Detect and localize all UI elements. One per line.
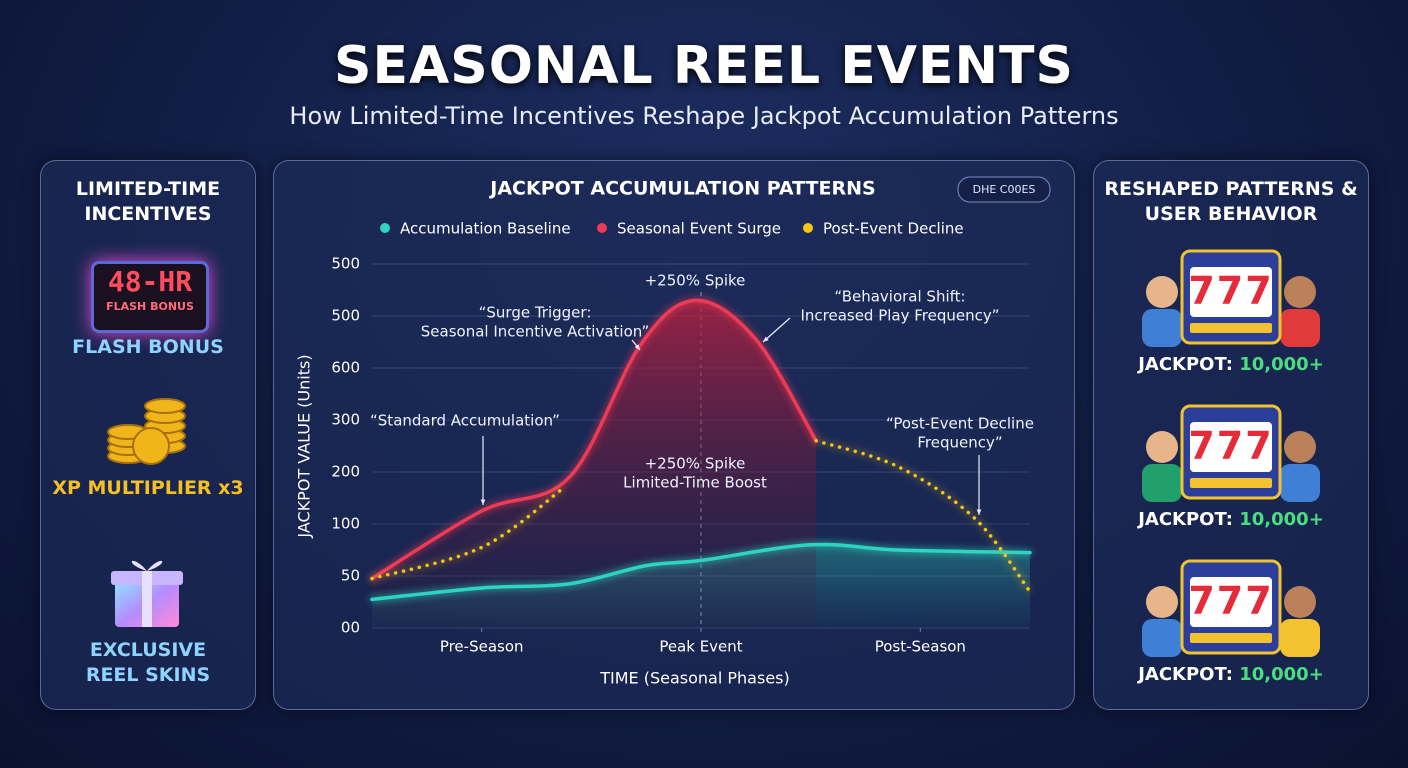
x-tick-label: Pre-Season <box>440 638 524 656</box>
player <box>1146 276 1178 308</box>
annotation: +250% Spike <box>645 455 746 473</box>
jackpot-label: JACKPOT: <box>1138 509 1233 530</box>
x-tick-label: Peak Event <box>659 638 742 656</box>
annotation: Limited-Time Boost <box>623 474 767 492</box>
slot-machine: 777 <box>1142 404 1320 502</box>
jackpot-line: JACKPOT: 10,000+ <box>1094 664 1368 685</box>
jackpot-label: JACKPOT: <box>1138 354 1233 375</box>
behavior-panel: RESHAPED PATTERNS & USER BEHAVIOR 777 JAC… <box>1093 160 1369 710</box>
y-tick-label: 300 <box>331 411 360 429</box>
player <box>1142 619 1182 657</box>
series-line <box>370 298 818 581</box>
player <box>1280 619 1320 657</box>
legend-label: Post-Event Decline <box>823 220 964 238</box>
area-layer <box>372 300 1030 628</box>
coins-icon <box>107 398 186 465</box>
annotation: Seasonal Incentive Activation” <box>421 323 649 341</box>
y-tick-label: 00 <box>341 619 360 637</box>
legend-label: Seasonal Event Surge <box>617 220 781 238</box>
led-text: 48-HR <box>107 265 193 298</box>
player <box>1284 586 1316 618</box>
x-tick-label: Post-Season <box>875 638 966 656</box>
jackpot-line: JACKPOT: 10,000+ <box>1094 509 1368 530</box>
y-tick-label: 200 <box>331 463 360 481</box>
reel-symbols: 777 <box>1188 579 1273 623</box>
annotation: Increased Play Frequency” <box>800 307 999 325</box>
machine-buttons <box>1190 323 1272 333</box>
led-subtext: FLASH BONUS <box>106 300 194 313</box>
jackpot-label: JACKPOT: <box>1138 664 1233 685</box>
jackpot-line: JACKPOT: 10,000+ <box>1094 354 1368 375</box>
annotation: Frequency” <box>917 434 1002 452</box>
panel-title: LIMITED-TIME INCENTIVES <box>75 178 221 225</box>
annotation: +250% Spike <box>645 272 746 290</box>
chart-title: JACKPOT ACCUMULATION PATTERNS <box>488 178 875 200</box>
annotation: “Behavioral Shift: <box>834 288 965 306</box>
player <box>1280 309 1320 347</box>
incentive-label: EXCLUSIVE REEL SKINS <box>85 639 211 686</box>
legend-swatch <box>803 223 813 233</box>
gift-icon <box>111 560 183 627</box>
series-line <box>370 542 1032 602</box>
jackpot-value: 10,000+ <box>1239 354 1324 375</box>
arrow-head <box>763 336 769 342</box>
annotation: “Standard Accumulation” <box>370 412 560 430</box>
slot-machine: 777 <box>1142 249 1320 347</box>
series-area <box>372 300 817 628</box>
arrow-head <box>976 509 982 515</box>
machine-buttons <box>1190 478 1272 488</box>
y-axis-label: JACKPOT VALUE (Units) <box>295 354 314 538</box>
y-tick-label: 100 <box>331 515 360 533</box>
chart-badge-box <box>957 176 1051 203</box>
reel-symbols: 777 <box>1188 424 1273 468</box>
player <box>1142 464 1182 502</box>
player <box>1280 464 1320 502</box>
reel-symbols: 777 <box>1188 269 1273 313</box>
panel-title: RESHAPED PATTERNS & USER BEHAVIOR <box>1104 178 1358 225</box>
jackpot-value: 10,000+ <box>1239 509 1324 530</box>
y-tick-label: 600 <box>331 359 360 377</box>
machine-reels <box>1190 267 1272 317</box>
annotation-arrow <box>762 317 791 343</box>
led-sign: 48-HR FLASH BONUS <box>91 261 209 333</box>
machine-reels <box>1190 577 1272 627</box>
player <box>1142 309 1182 347</box>
arrow-head <box>480 499 486 505</box>
incentive-label: FLASH BONUS <box>72 336 224 358</box>
player <box>1146 431 1178 463</box>
player <box>1284 276 1316 308</box>
incentive-label: XP MULTIPLIER x3 <box>52 477 244 499</box>
machine-reels <box>1190 422 1272 472</box>
chart-badge: DHE C00ES <box>973 183 1036 196</box>
player <box>1284 431 1316 463</box>
machine-buttons <box>1190 633 1272 643</box>
y-tick-label: 50 <box>341 567 360 585</box>
y-tick-label: 500 <box>331 307 360 325</box>
slot-machine: 777 <box>1142 559 1320 657</box>
annotation: “Surge Trigger: <box>479 304 592 322</box>
legend-label: Accumulation Baseline <box>400 220 571 238</box>
incentives-panel: LIMITED-TIME INCENTIVES 48-HR FLASH BONU… <box>40 160 256 710</box>
x-axis-label: TIME (Seasonal Phases) <box>599 669 790 688</box>
page-subtitle: How Limited-Time Incentives Reshape Jack… <box>289 102 1119 130</box>
player <box>1146 586 1178 618</box>
legend-swatch <box>380 223 390 233</box>
annotation: “Post-Event Decline <box>886 415 1034 433</box>
arrow-head <box>634 344 640 350</box>
legend-swatch <box>597 223 607 233</box>
y-tick-label: 500 <box>331 255 360 273</box>
jackpot-value: 10,000+ <box>1239 664 1324 685</box>
page-title: SEASONAL REEL EVENTS <box>334 36 1074 96</box>
series-line <box>370 485 566 581</box>
